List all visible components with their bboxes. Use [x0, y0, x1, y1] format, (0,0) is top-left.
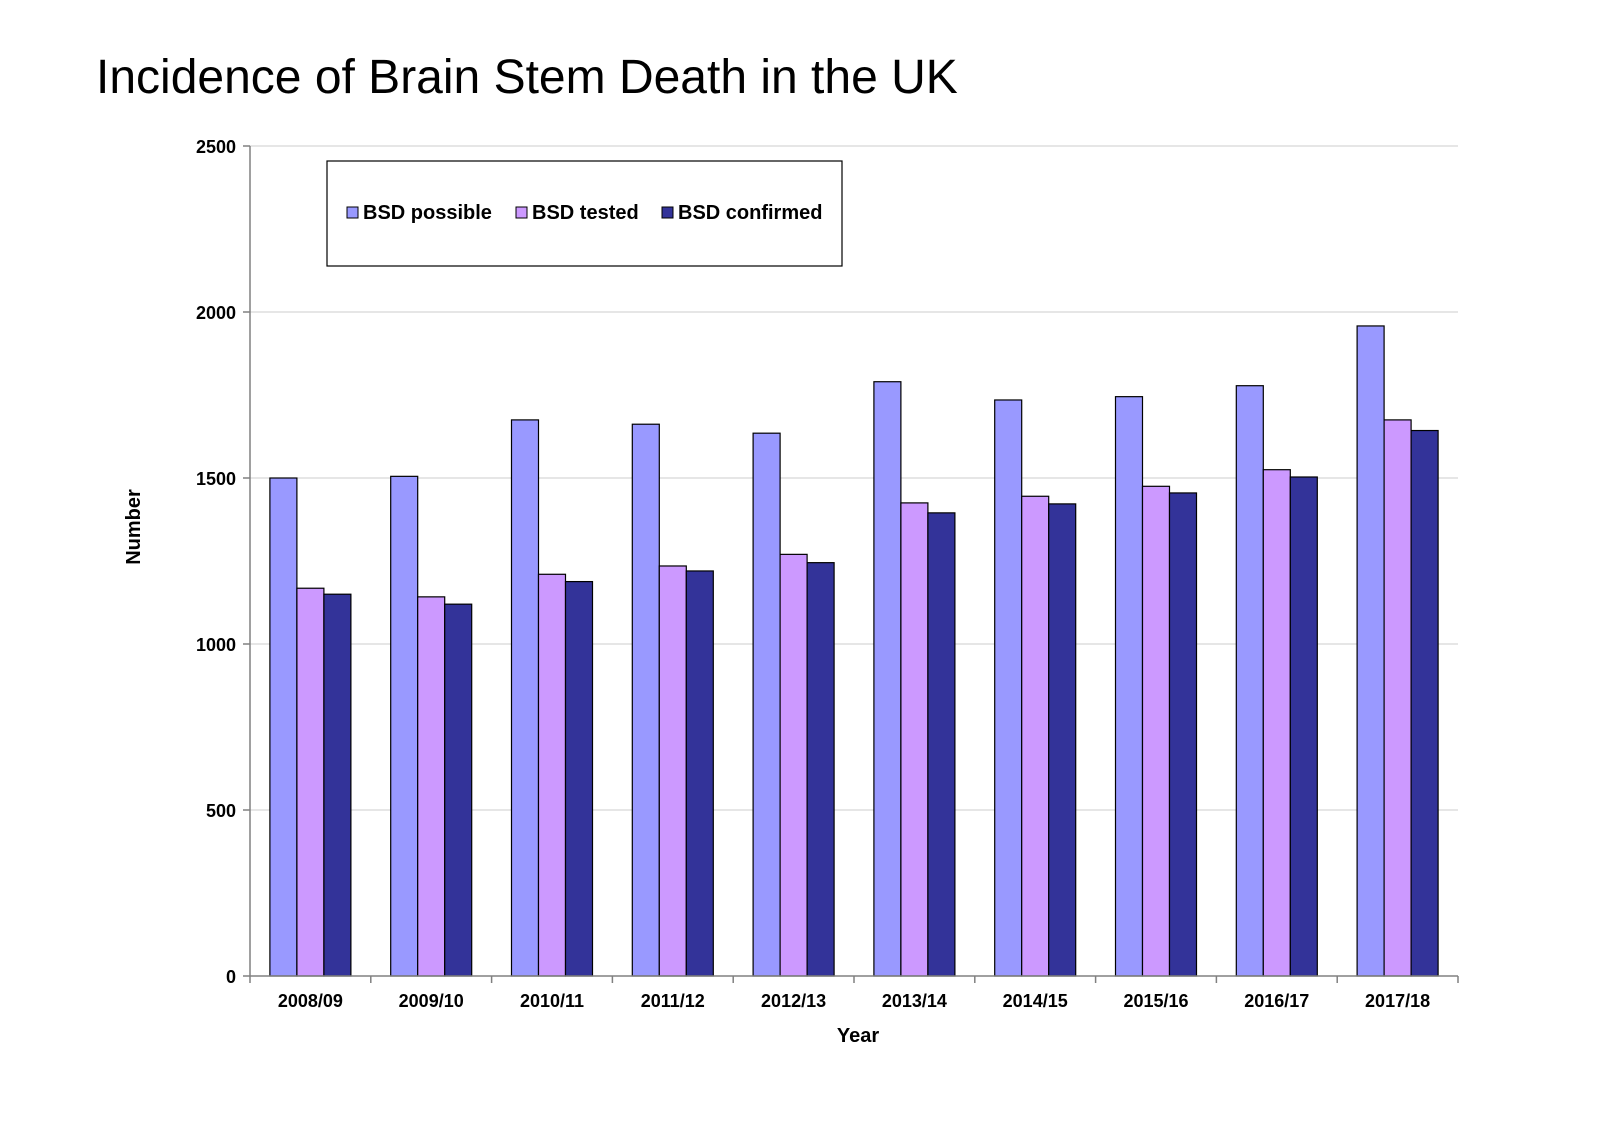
x-axis-title: Year	[837, 1025, 879, 1047]
x-tick-label: 2008/09	[278, 991, 343, 1011]
legend-swatch	[661, 206, 674, 219]
y-tick-label: 500	[206, 801, 236, 821]
bar-bsd-possible	[873, 381, 902, 977]
x-tick-label: 2015/16	[1123, 991, 1188, 1011]
bar-bsd-tested	[537, 573, 567, 977]
bar-bsd-confirmed	[1168, 492, 1198, 977]
x-tick-label: 2011/12	[641, 991, 705, 1011]
bar-bsd-tested	[1141, 485, 1171, 977]
bar-bsd-possible	[1114, 396, 1144, 977]
bar-bsd-confirmed	[1289, 476, 1318, 977]
legend-swatch	[346, 206, 359, 219]
bar-bsd-possible	[1235, 385, 1264, 977]
legend-label: BSD tested	[532, 202, 639, 224]
bar-bsd-tested	[900, 502, 929, 977]
bar-bsd-tested	[1383, 419, 1412, 977]
x-tick-label: 2012/13	[761, 991, 826, 1011]
legend-label: BSD confirmed	[678, 202, 822, 224]
x-tick-label: 2016/17	[1244, 991, 1309, 1011]
legend-swatch	[515, 206, 528, 219]
y-tick-label: 1500	[196, 469, 236, 489]
bar-bsd-confirmed	[564, 580, 594, 977]
legend: BSD possible BSD tested BSD confirmed	[326, 160, 843, 267]
bar-bsd-tested	[658, 565, 687, 977]
bar-bsd-confirmed	[444, 603, 473, 977]
bar-bsd-possible	[752, 432, 781, 977]
y-tick-label: 1000	[196, 635, 236, 655]
bar-bsd-confirmed	[927, 512, 956, 977]
bar-bsd-confirmed	[1410, 429, 1439, 977]
bar-bsd-tested	[779, 553, 808, 977]
y-tick-label: 0	[226, 967, 236, 987]
bar-bsd-confirmed	[1048, 503, 1077, 977]
bar-bsd-possible	[631, 423, 660, 977]
bar-bsd-confirmed	[323, 593, 352, 977]
bars	[269, 325, 1439, 977]
bar-bsd-possible	[994, 399, 1023, 977]
bar-bsd-possible	[510, 419, 540, 977]
bar-bsd-tested	[296, 587, 325, 977]
axes: 0 500 1000 1500 2000 2500 2008/09 2009/10 2010/1…	[196, 137, 1459, 1011]
y-tick-label: 2000	[196, 303, 236, 323]
page-title: Incidence of Brain Stem Death in the UK	[96, 51, 958, 104]
legend-box	[326, 160, 843, 267]
x-tick-label: 2009/10	[399, 991, 464, 1011]
x-tick-label: 2013/14	[882, 991, 947, 1011]
x-tick-label: 2014/15	[1003, 991, 1068, 1011]
bar-bsd-confirmed	[685, 570, 714, 977]
y-tick-label: 2500	[196, 137, 236, 157]
bar-bsd-confirmed	[806, 562, 835, 977]
legend-label: BSD possible	[363, 202, 492, 224]
bar-bsd-possible	[269, 477, 298, 977]
y-axis-title: Number	[123, 489, 145, 565]
bar-bsd-possible	[390, 475, 419, 977]
bar-bsd-tested	[1021, 495, 1050, 977]
x-tick-label: 2010/11	[520, 991, 584, 1011]
bar-bsd-tested	[417, 596, 446, 977]
bar-bsd-tested	[1262, 469, 1291, 977]
x-tick-label: 2017/18	[1365, 991, 1430, 1011]
bar-bsd-possible	[1356, 325, 1385, 977]
